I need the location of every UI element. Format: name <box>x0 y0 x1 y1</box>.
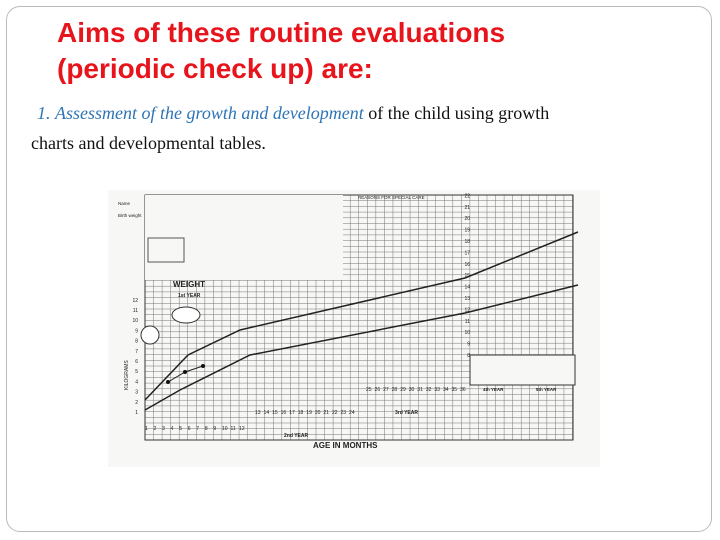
month-label: 20 <box>315 410 321 416</box>
form-box <box>147 237 185 263</box>
month-label: 15 <box>272 410 278 416</box>
y-scale-label: 6 <box>135 359 138 365</box>
y-scale-label: 10 <box>464 330 470 336</box>
month-label: 8 <box>205 426 208 432</box>
month-label: 12 <box>239 426 245 432</box>
y-scale-label: 9 <box>135 328 138 334</box>
y-axis-label: KILOGRAMS <box>124 360 130 390</box>
month-label: 24 <box>349 410 355 416</box>
month-label: 5 <box>179 426 182 432</box>
month-label: 33 <box>434 387 440 393</box>
year-label: 2nd YEAR <box>284 433 308 439</box>
y-scale-label: 9 <box>467 342 470 348</box>
month-label: 34 <box>443 387 449 393</box>
month-label: 16 <box>281 410 287 416</box>
birth-weight-label: Birth weight <box>118 213 142 218</box>
month-label: 31 <box>417 387 423 393</box>
month-label: 3 <box>162 426 165 432</box>
y-scale-label: 8 <box>135 339 138 345</box>
header: REASONS FOR SPECIAL CARE <box>358 195 425 200</box>
y-scale-label: 22 <box>464 193 470 199</box>
month-label: 11 <box>231 426 236 432</box>
month-label: 7 <box>196 426 199 432</box>
y-scale-label: 7 <box>135 349 138 355</box>
year-label: 3rd YEAR <box>395 410 418 416</box>
year-label: 1st YEAR <box>178 293 201 299</box>
slide-title: (periodic check up) are: <box>57 53 373 84</box>
y-scale-label: 19 <box>464 228 470 234</box>
year-label: 5th YEAR <box>536 387 557 392</box>
y-scale-label: 11 <box>133 308 138 314</box>
y-scale-label: 4 <box>135 379 138 385</box>
list-number: 1. <box>37 103 51 123</box>
month-label: 17 <box>289 410 295 416</box>
y-scale-label: 20 <box>464 216 470 222</box>
lower-curve <box>144 284 579 411</box>
year-box <box>469 354 576 386</box>
frame <box>144 194 574 441</box>
month-label: 30 <box>409 387 415 393</box>
month-label: 23 <box>341 410 347 416</box>
month-label: 6 <box>188 426 191 432</box>
month-label: 1 <box>145 426 148 432</box>
plot-dot <box>201 364 205 368</box>
month-label: 13 <box>255 410 261 416</box>
month-label: 18 <box>298 410 304 416</box>
slide-title: Aims of these routine evaluations <box>57 17 506 48</box>
y-scale-label: 15 <box>464 273 470 279</box>
name-label: Name <box>118 201 131 206</box>
y-scale-label: 8 <box>467 353 470 359</box>
month-label: 35 <box>452 387 458 393</box>
y-scale-label: 1 <box>135 410 138 416</box>
y-scale-label: 13 <box>464 296 470 302</box>
month-label: 29 <box>400 387 406 393</box>
month-label: 19 <box>306 410 312 416</box>
growth-chart-image: REASONS FOR SPECIAL CARE Name Birth weig… <box>108 190 600 467</box>
y-scale-label: 11 <box>465 319 470 325</box>
plot-dot <box>166 380 170 384</box>
y-scale-label: 16 <box>464 262 470 268</box>
month-label: 22 <box>332 410 338 416</box>
body-text: charts and developmental tables. <box>31 133 266 153</box>
year-label: 4th YEAR <box>483 387 504 392</box>
month-label: 27 <box>383 387 389 393</box>
month-label: 2 <box>154 426 157 432</box>
scale-labels: 1234567891011128910111213141516171819202… <box>132 193 470 432</box>
month-label: 10 <box>222 426 228 432</box>
y-scale-label: 21 <box>464 205 470 211</box>
y-scale-label: 12 <box>132 298 138 304</box>
body-text: 1. Assessment of the growth and developm… <box>37 103 549 124</box>
y-scale-label: 3 <box>135 390 138 396</box>
month-label: 28 <box>392 387 398 393</box>
month-label: 4 <box>171 426 174 432</box>
baby-icon <box>140 325 160 345</box>
body-text: of the child using growth <box>363 103 550 123</box>
month-label: 21 <box>323 410 329 416</box>
month-label: 9 <box>213 426 216 432</box>
month-label: 14 <box>264 410 270 416</box>
month-label: 26 <box>375 387 381 393</box>
month-label: 36 <box>460 387 466 393</box>
y-scale-label: 5 <box>135 369 138 375</box>
month-label: 25 <box>366 387 372 393</box>
y-scale-label: 12 <box>464 307 470 313</box>
y-scale-label: 14 <box>464 285 470 291</box>
bowl-icon <box>171 306 201 324</box>
y-scale-label: 10 <box>132 318 138 324</box>
slide: Aims of these routine evaluations (perio… <box>6 6 712 532</box>
y-scale-label: 18 <box>464 239 470 245</box>
emphasis: Assessment of the growth and development <box>55 103 364 123</box>
month-label: 32 <box>426 387 432 393</box>
plot-dot <box>183 370 187 374</box>
y-scale-label: 2 <box>135 400 138 406</box>
x-axis-label: AGE IN MONTHS <box>313 441 378 450</box>
y-scale-label: 17 <box>464 250 470 256</box>
upper-curve <box>144 231 579 401</box>
weight-label: WEIGHT <box>173 280 205 289</box>
